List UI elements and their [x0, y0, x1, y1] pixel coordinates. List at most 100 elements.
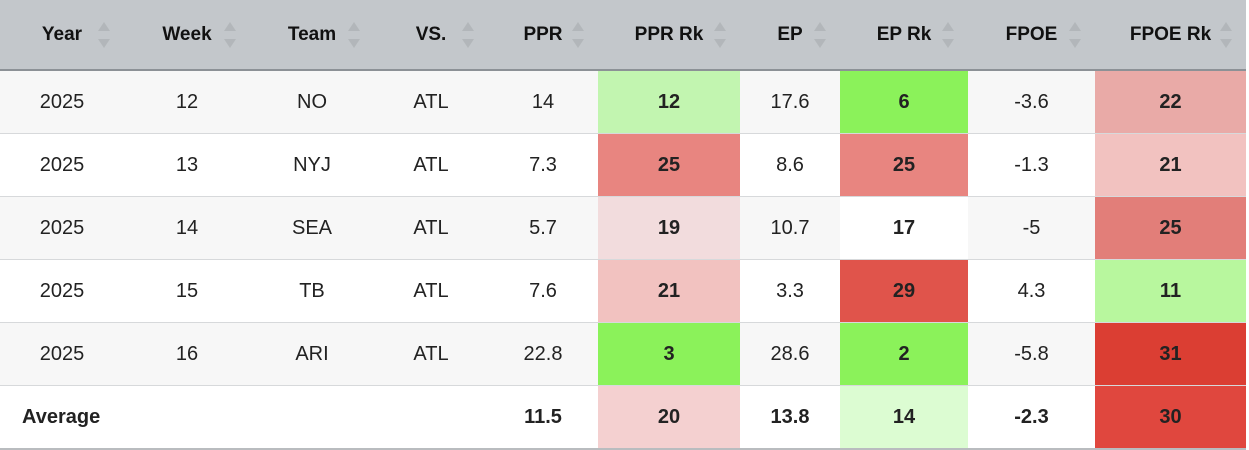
cell-week: 12: [124, 70, 250, 134]
table-row: 2025 13 NYJ ATL 7.3 25 8.6 25 -1.3 21: [0, 133, 1246, 197]
cell-year: 2025: [0, 322, 124, 386]
cell-ppr: 7.3: [488, 133, 598, 197]
cell-vs: ATL: [374, 322, 488, 386]
column-header-label: EP Rk: [876, 23, 932, 45]
cell-year: 2025: [0, 133, 124, 197]
sort-ascending-icon[interactable]: [348, 22, 360, 31]
sort-descending-icon[interactable]: [572, 39, 584, 48]
sort-ascending-icon[interactable]: [814, 22, 826, 31]
sort-arrows-icon[interactable]: [572, 22, 584, 48]
column-header-team[interactable]: Team: [250, 0, 374, 71]
cell-week: 14: [124, 196, 250, 260]
average-fpoe-rk: 30: [1095, 385, 1246, 450]
sort-arrows-icon[interactable]: [462, 22, 474, 48]
table-body: 2025 12 NO ATL 14 12 17.6 6 -3.6 22 2025 13 NYJ ATL 7.…: [0, 70, 1246, 450]
sort-ascending-icon[interactable]: [224, 22, 236, 31]
cell-ep-rk: 17: [840, 196, 968, 260]
cell-fpoe: 4.3: [968, 259, 1095, 323]
cell-week: 16: [124, 322, 250, 386]
cell-ppr: 22.8: [488, 322, 598, 386]
sort-arrows-icon[interactable]: [224, 22, 236, 48]
column-header-label: EP: [777, 23, 803, 45]
sort-descending-icon[interactable]: [1220, 39, 1232, 48]
cell-ppr: 14: [488, 70, 598, 134]
sort-descending-icon[interactable]: [98, 39, 110, 48]
cell-ep-rk: 6: [840, 70, 968, 134]
cell-ep: 17.6: [740, 70, 840, 134]
cell-ppr-rk: 21: [598, 259, 740, 323]
sort-ascending-icon[interactable]: [714, 22, 726, 31]
sort-arrows-icon[interactable]: [942, 22, 954, 48]
sort-arrows-icon[interactable]: [814, 22, 826, 48]
cell-fpoe-rk: 21: [1095, 133, 1246, 197]
column-header-year[interactable]: Year: [0, 0, 124, 71]
cell-fpoe-rk: 25: [1095, 196, 1246, 260]
sort-arrows-icon[interactable]: [1069, 22, 1081, 48]
average-ppr: 11.5: [488, 385, 598, 450]
average-label: Average: [0, 385, 488, 450]
sort-arrows-icon[interactable]: [1220, 22, 1232, 48]
column-header-vs[interactable]: VS.: [374, 0, 488, 71]
sort-arrows-icon[interactable]: [348, 22, 360, 48]
cell-team: NYJ: [250, 133, 374, 197]
table-row: 2025 15 TB ATL 7.6 21 3.3 29 4.3 11: [0, 259, 1246, 323]
sort-arrows-icon[interactable]: [98, 22, 110, 48]
cell-ep: 3.3: [740, 259, 840, 323]
column-header-label: FPOE Rk: [1129, 23, 1212, 45]
column-header-ep[interactable]: EP: [740, 0, 840, 71]
cell-ep: 8.6: [740, 133, 840, 197]
column-header-week[interactable]: Week: [124, 0, 250, 71]
cell-vs: ATL: [374, 70, 488, 134]
sort-ascending-icon[interactable]: [1220, 22, 1232, 31]
average-row: Average 11.5 20 13.8 14 -2.3 30: [0, 385, 1246, 450]
cell-vs: ATL: [374, 196, 488, 260]
sort-descending-icon[interactable]: [942, 39, 954, 48]
sort-descending-icon[interactable]: [462, 39, 474, 48]
cell-fpoe-rk: 22: [1095, 70, 1246, 134]
column-header-fpoe[interactable]: FPOE: [968, 0, 1095, 71]
column-header-ep-rk[interactable]: EP Rk: [840, 0, 968, 71]
cell-fpoe: -3.6: [968, 70, 1095, 134]
column-header-label: PPR: [523, 23, 563, 45]
cell-team: ARI: [250, 322, 374, 386]
cell-year: 2025: [0, 196, 124, 260]
table-row: 2025 16 ARI ATL 22.8 3 28.6 2 -5.8 31: [0, 322, 1246, 386]
cell-ppr-rk: 3: [598, 322, 740, 386]
sort-descending-icon[interactable]: [1069, 39, 1081, 48]
header-row: Year Week Team VS. PPR PPR Rk EP EP Rk FPOE FPOE …: [0, 0, 1246, 71]
cell-ep: 10.7: [740, 196, 840, 260]
column-header-fpoe-rk[interactable]: FPOE Rk: [1095, 0, 1246, 71]
average-fpoe: -2.3: [968, 385, 1095, 450]
cell-ppr: 5.7: [488, 196, 598, 260]
cell-ep-rk: 2: [840, 322, 968, 386]
sort-ascending-icon[interactable]: [462, 22, 474, 31]
sort-descending-icon[interactable]: [714, 39, 726, 48]
column-header-ppr[interactable]: PPR: [488, 0, 598, 71]
cell-year: 2025: [0, 70, 124, 134]
cell-team: TB: [250, 259, 374, 323]
cell-ppr: 7.6: [488, 259, 598, 323]
sort-ascending-icon[interactable]: [572, 22, 584, 31]
sort-ascending-icon[interactable]: [1069, 22, 1081, 31]
sort-arrows-icon[interactable]: [714, 22, 726, 48]
sort-ascending-icon[interactable]: [98, 22, 110, 31]
sort-descending-icon[interactable]: [348, 39, 360, 48]
cell-week: 13: [124, 133, 250, 197]
cell-fpoe-rk: 31: [1095, 322, 1246, 386]
cell-ep: 28.6: [740, 322, 840, 386]
cell-ep-rk: 29: [840, 259, 968, 323]
sort-ascending-icon[interactable]: [942, 22, 954, 31]
average-ep: 13.8: [740, 385, 840, 450]
cell-fpoe: -5: [968, 196, 1095, 260]
cell-fpoe: -1.3: [968, 133, 1095, 197]
cell-vs: ATL: [374, 133, 488, 197]
sort-descending-icon[interactable]: [224, 39, 236, 48]
cell-team: NO: [250, 70, 374, 134]
cell-ppr-rk: 25: [598, 133, 740, 197]
table-row: 2025 14 SEA ATL 5.7 19 10.7 17 -5 25: [0, 196, 1246, 260]
column-header-label: VS.: [415, 23, 447, 45]
column-header-ppr-rk[interactable]: PPR Rk: [598, 0, 740, 71]
sort-descending-icon[interactable]: [814, 39, 826, 48]
cell-ppr-rk: 19: [598, 196, 740, 260]
cell-fpoe-rk: 11: [1095, 259, 1246, 323]
